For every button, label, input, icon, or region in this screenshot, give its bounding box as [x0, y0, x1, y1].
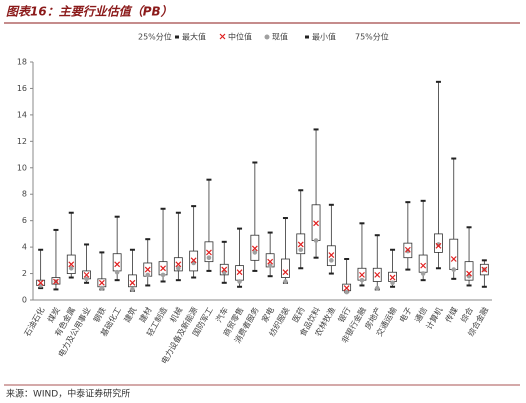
legend-label: 25%分位	[138, 32, 172, 42]
median-marker	[37, 279, 44, 286]
current-dot	[313, 238, 319, 243]
median-marker	[297, 241, 304, 248]
box	[464, 261, 474, 281]
current-dot	[68, 265, 74, 271]
median-marker	[160, 265, 166, 272]
legend-label: 75%分位	[355, 32, 389, 42]
current-dot	[176, 265, 181, 271]
median-marker	[267, 258, 274, 265]
box	[281, 258, 290, 278]
current-dot	[420, 271, 426, 276]
current-dot	[405, 248, 411, 254]
current-dot	[99, 285, 105, 291]
median-marker	[282, 269, 289, 276]
y-tick-label: 8	[22, 190, 27, 199]
median-marker	[481, 266, 488, 273]
current-dot	[114, 269, 120, 275]
median-marker	[343, 285, 350, 292]
median-marker	[450, 256, 457, 262]
median-marker	[420, 262, 427, 269]
y-tick-label: 16	[17, 84, 27, 93]
current-dot	[436, 242, 441, 247]
median-marker	[83, 271, 90, 278]
current-dot	[344, 289, 349, 295]
legend-label: 中位值	[228, 32, 252, 42]
median-marker	[236, 269, 243, 276]
median-marker	[190, 257, 197, 264]
source: 来源：WIND，中泰证券研究所	[6, 388, 130, 400]
current-dot	[252, 250, 258, 255]
y-tick-label: 12	[17, 137, 27, 146]
y-tick-label: 4	[22, 243, 27, 252]
median-marker	[144, 266, 151, 273]
legend-marker	[264, 34, 270, 40]
median-marker	[98, 279, 105, 286]
current-dot	[298, 247, 304, 253]
x-tick-label: 电子	[397, 305, 414, 324]
current-dot	[390, 280, 395, 286]
box	[128, 274, 137, 288]
median-marker	[206, 249, 212, 256]
y-tick-label: 0	[22, 296, 27, 305]
legend-label: 最小值	[312, 32, 336, 42]
median-marker	[175, 261, 182, 268]
median-marker	[328, 252, 335, 258]
current-dot	[206, 255, 212, 260]
median-marker	[114, 261, 121, 268]
median-marker	[359, 271, 365, 278]
x-tick-label: 传媒	[443, 305, 460, 324]
y-tick-label: 10	[17, 163, 27, 172]
current-dot	[145, 272, 151, 278]
median-marker	[435, 242, 442, 249]
legend-marker	[305, 35, 309, 39]
median-marker	[251, 245, 258, 252]
median-marker	[221, 266, 228, 273]
current-dot	[160, 272, 166, 278]
legend-marker	[219, 33, 226, 40]
legend-marker	[175, 35, 179, 39]
median-marker	[68, 261, 75, 268]
median-marker	[466, 270, 472, 277]
median-marker	[53, 278, 59, 285]
legend-label: 现值	[272, 32, 288, 42]
y-tick-label: 18	[17, 58, 27, 67]
median-marker	[313, 220, 319, 227]
y-tick-label: 2	[22, 269, 27, 278]
x-tick-label: 建筑	[122, 305, 139, 324]
current-dot	[374, 285, 380, 291]
median-marker	[389, 274, 396, 281]
median-marker	[129, 279, 136, 286]
median-marker	[374, 271, 381, 278]
current-dot	[84, 276, 89, 282]
median-marker	[404, 246, 411, 253]
current-dot	[130, 287, 135, 292]
y-tick-label: 6	[22, 216, 27, 225]
box	[449, 238, 459, 270]
legend-label: 最大值	[182, 32, 206, 42]
title: 图表16：主要行业估值（PB）	[6, 5, 173, 19]
y-tick-label: 14	[17, 110, 27, 119]
current-dot	[237, 279, 242, 284]
current-dot	[451, 267, 457, 272]
current-dot	[359, 277, 365, 283]
current-dot	[283, 279, 288, 284]
current-dot	[267, 263, 273, 268]
x-tick-label: 石油石化	[22, 305, 47, 338]
current-dot	[329, 258, 334, 263]
